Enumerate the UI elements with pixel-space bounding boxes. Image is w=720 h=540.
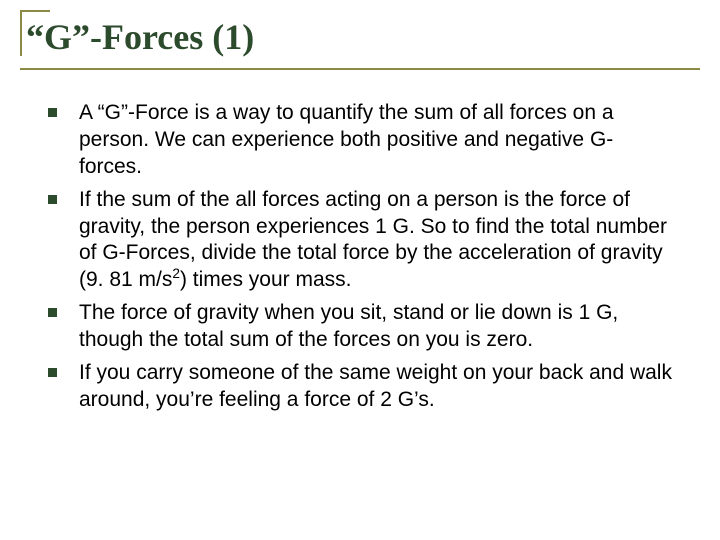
slide: “G”-Forces (1) A “G”-Force is a way to q… — [0, 0, 720, 540]
title-underline: “G”-Forces (1) — [20, 10, 700, 70]
list-item: A “G”-Force is a way to quantify the sum… — [48, 100, 676, 181]
bullet-text-after: ) times your mass. — [180, 268, 352, 291]
bullet-text-before: If the sum of the all forces acting on a… — [79, 188, 667, 292]
square-bullet-icon — [48, 308, 57, 317]
list-item: The force of gravity when you sit, stand… — [48, 300, 676, 354]
slide-body: A “G”-Force is a way to quantify the sum… — [48, 100, 676, 420]
superscript: 2 — [172, 266, 180, 281]
bullet-text: If you carry someone of the same weight … — [79, 360, 676, 414]
slide-title: “G”-Forces (1) — [26, 18, 696, 58]
bullet-text: The force of gravity when you sit, stand… — [79, 300, 676, 354]
bullet-text: If the sum of the all forces acting on a… — [79, 187, 676, 295]
square-bullet-icon — [48, 368, 57, 377]
bullet-text: A “G”-Force is a way to quantify the sum… — [79, 100, 676, 181]
list-item: If you carry someone of the same weight … — [48, 360, 676, 414]
square-bullet-icon — [48, 195, 57, 204]
list-item: If the sum of the all forces acting on a… — [48, 187, 676, 295]
square-bullet-icon — [48, 108, 57, 117]
